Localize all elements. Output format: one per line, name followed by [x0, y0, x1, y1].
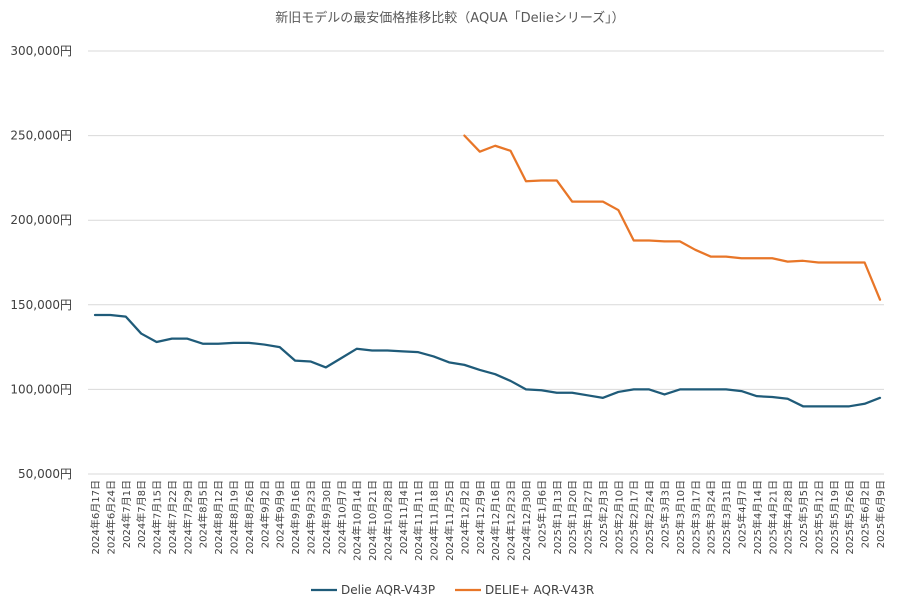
x-tick-label: 2025年1月20日 — [566, 480, 579, 555]
y-tick-label: 150,000円 — [10, 298, 72, 312]
x-tick-label: 2024年12月9日 — [474, 480, 487, 555]
x-tick-label: 2024年8月5日 — [197, 480, 210, 548]
x-tick-label: 2025年3月3日 — [659, 480, 672, 548]
x-tick-label: 2024年8月26日 — [243, 480, 256, 555]
x-tick-label: 2024年7月29日 — [181, 480, 194, 555]
x-tick-label: 2024年7月8日 — [135, 480, 148, 548]
x-tick-label: 2024年9月9日 — [274, 480, 287, 548]
x-tick-label: 2025年1月6日 — [535, 480, 548, 548]
x-tick-label: 2024年11月11日 — [412, 480, 425, 561]
series-line-1 — [93, 313, 882, 408]
x-tick-label: 2025年6月2日 — [859, 480, 872, 548]
x-tick-label: 2025年5月26日 — [843, 480, 856, 555]
chart-title: 新旧モデルの最安価格推移比較（AQUA「Delieシリーズ」） — [275, 10, 624, 26]
y-tick-label: 50,000円 — [18, 467, 72, 481]
x-tick-label: 2024年9月23日 — [304, 480, 317, 555]
x-tick-label: 2025年4月21日 — [766, 480, 779, 555]
x-tick-label: 2024年10月21日 — [366, 480, 379, 561]
series-lines — [93, 134, 882, 408]
x-tick-label: 2025年1月13日 — [551, 480, 564, 555]
x-tick-label: 2025年2月17日 — [628, 480, 641, 555]
x-tick-label: 2024年9月2日 — [258, 480, 271, 548]
x-tick-label: 2024年12月23日 — [505, 480, 518, 561]
x-tick-label: 2025年3月10日 — [674, 480, 687, 555]
x-tick-label: 2025年2月10日 — [612, 480, 625, 555]
x-tick-label: 2024年11月18日 — [428, 480, 441, 561]
x-tick-label: 2025年3月24日 — [705, 480, 718, 555]
x-tick-label: 2024年11月4日 — [397, 480, 410, 555]
y-tick-label: 300,000円 — [10, 44, 72, 58]
x-tick-label: 2024年12月16日 — [489, 480, 502, 561]
x-tick-label: 2024年7月1日 — [120, 480, 133, 548]
x-tick-label: 2024年9月30日 — [320, 480, 333, 555]
x-tick-label: 2024年8月19日 — [228, 480, 241, 555]
legend-label: DELIE+ AQR-V43R — [485, 583, 594, 597]
x-tick-label: 2025年2月24日 — [643, 480, 656, 555]
legend-label: Delie AQR-V43P — [341, 583, 435, 597]
x-tick-label: 2025年5月12日 — [812, 480, 825, 555]
y-tick-label: 200,000円 — [10, 213, 72, 227]
x-tick-label: 2024年7月22日 — [166, 480, 179, 555]
x-tick-label: 2025年6月9日 — [874, 480, 887, 548]
x-tick-label: 2024年9月16日 — [289, 480, 302, 555]
x-tick-label: 2024年6月17日 — [89, 480, 102, 555]
x-tick-label: 2025年1月27日 — [582, 480, 595, 555]
x-tick-label: 2025年4月7日 — [735, 480, 748, 548]
x-tick-label: 2024年10月7日 — [335, 480, 348, 555]
x-tick-label: 2024年12月30日 — [520, 480, 533, 561]
series-line-2 — [463, 134, 882, 301]
x-tick-label: 2025年4月28日 — [782, 480, 795, 555]
x-tick-label: 2024年6月24日 — [104, 480, 117, 555]
x-tick-label: 2024年12月2日 — [458, 480, 471, 555]
x-tick-label: 2024年10月28日 — [381, 480, 394, 561]
x-tick-label: 2025年5月5日 — [797, 480, 810, 548]
x-tick-label: 2025年3月31日 — [720, 480, 733, 555]
x-tick-label: 2024年8月12日 — [212, 480, 225, 555]
y-tick-label: 100,000円 — [10, 382, 72, 396]
gridlines — [88, 50, 884, 475]
x-tick-label: 2025年2月3日 — [597, 480, 610, 548]
x-tick-label: 2024年11月25日 — [443, 480, 456, 561]
x-axis-ticks: 2024年6月17日 2024年6月24日 2024年7月1日 2024年7月8日 20… — [89, 480, 887, 561]
x-tick-label: 2024年7月15日 — [151, 480, 164, 555]
y-tick-label: 250,000円 — [10, 129, 72, 143]
x-tick-label: 2024年10月14日 — [351, 480, 364, 561]
x-tick-label: 2025年4月14日 — [751, 480, 764, 555]
x-tick-label: 2025年3月17日 — [689, 480, 702, 555]
legend: Delie AQR-V43P DELIE+ AQR-V43R — [311, 583, 594, 597]
y-axis-ticks: 50,000円 100,000円 150,000円 200,000円 250,000円 3… — [10, 44, 72, 481]
x-tick-label: 2025年5月19日 — [828, 480, 841, 555]
